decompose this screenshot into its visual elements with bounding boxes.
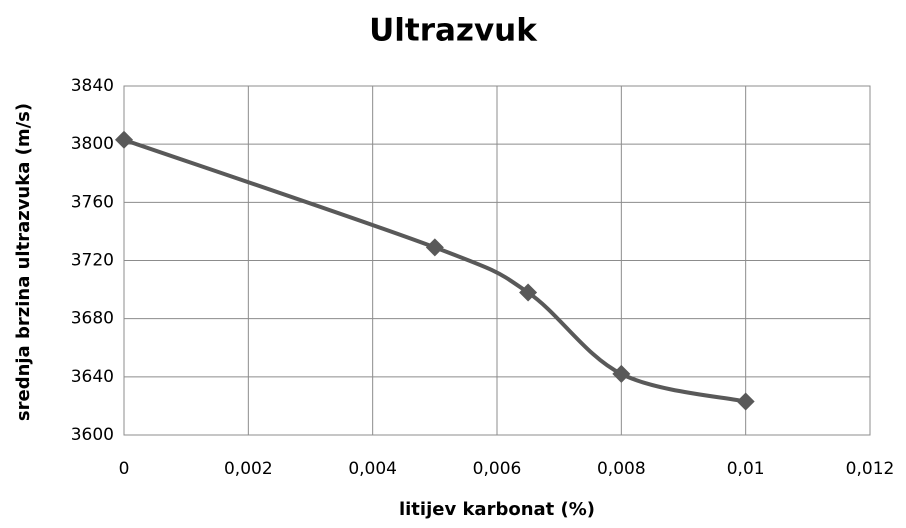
x-tick-label: 0,008 <box>597 459 646 479</box>
y-tick-label: 3680 <box>71 309 114 329</box>
marker <box>519 283 538 302</box>
x-tick-label: 0,012 <box>846 459 895 479</box>
y-tick-label: 3800 <box>71 134 114 154</box>
chart-title: Ultrazvuk <box>369 13 538 49</box>
marker <box>425 238 444 257</box>
y-tick-label: 3720 <box>71 251 114 271</box>
marker <box>612 364 631 383</box>
y-tick-label: 3640 <box>71 367 114 387</box>
marker <box>115 130 133 149</box>
plot-border <box>123 85 871 436</box>
y-tick-label: 3840 <box>71 76 114 96</box>
line <box>123 137 747 404</box>
x-axis-label: litijev karbonat (%) <box>399 499 595 520</box>
x-tick-label: 0,004 <box>348 459 397 479</box>
x-tick-label: 0,01 <box>727 459 765 479</box>
x-tick-label: 0,006 <box>473 459 522 479</box>
marker <box>736 392 755 411</box>
y-tick-label: 3600 <box>71 425 114 445</box>
y-tick-label: 3760 <box>71 192 114 212</box>
x-tick-label: 0 <box>119 459 130 479</box>
x-tick-label: 0,002 <box>224 459 273 479</box>
y-axis-label: srednja brzina ultrazvuka (m/s) <box>13 103 34 421</box>
